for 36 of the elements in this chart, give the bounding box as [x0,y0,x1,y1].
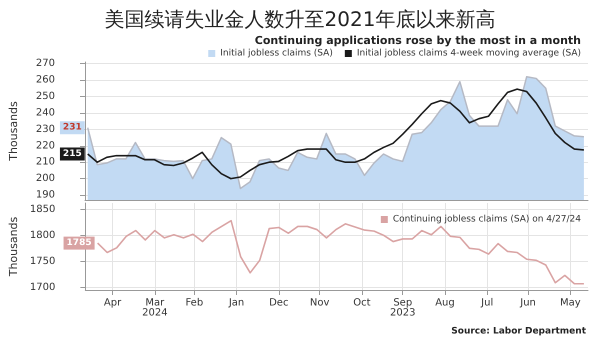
x-tick-label: Apr [104,298,122,308]
y-tick-label: 260 [36,74,55,86]
chart-subtitle: Continuing applications rose by the most in a month [254,34,582,47]
y-tick-label: 210 [36,156,55,168]
y-tick-label: 200 [36,173,55,184]
y-tick-label: 230 [36,124,55,135]
y-tick-label: 190 [36,190,55,201]
data-label: 1785 [66,238,92,248]
x-tick-label: Dec [269,298,288,308]
y-axis-title: Thousands [7,100,20,162]
y-tick-label: 240 [36,107,55,118]
y-tick-label: 220 [36,140,55,152]
data-label: 215 [62,149,82,159]
chart-title: 美国续请失业金人数升至2021年底以来新高 [104,7,496,31]
legend-label: Initial jobless claims 4-week moving average (SA) [356,48,582,58]
y-tick-label: 1700 [30,282,56,293]
legend-label: Initial jobless claims (SA) [220,48,333,58]
y-tick-label: 250 [36,91,55,102]
x-tick-label: Jul [480,298,494,308]
x-tick-label: Sep 2023 [390,298,416,318]
y-tick-label: 270 [36,58,55,70]
x-tick-label: May [560,298,581,308]
y-axis-title: Thousands [7,216,20,278]
x-tick-label: Nov [310,298,330,308]
legend-label: Continuing jobless claims (SA) on 4/27/24 [392,214,582,224]
x-tick-label: Oct [353,298,371,308]
y-tick-label: 1850 [30,204,56,215]
x-tick-label: Feb [185,298,204,308]
x-tick-label: Jan [228,298,244,308]
source-note: Source: Labor Department [451,326,587,336]
x-tick-label: Mar 2024 [142,298,168,318]
x-tick-label: Jun [519,298,536,308]
data-label: 231 [62,122,82,133]
y-tick-label: 1750 [30,256,56,267]
y-tick-label: 1800 [30,230,56,241]
x-tick-label: Aug [435,298,455,308]
